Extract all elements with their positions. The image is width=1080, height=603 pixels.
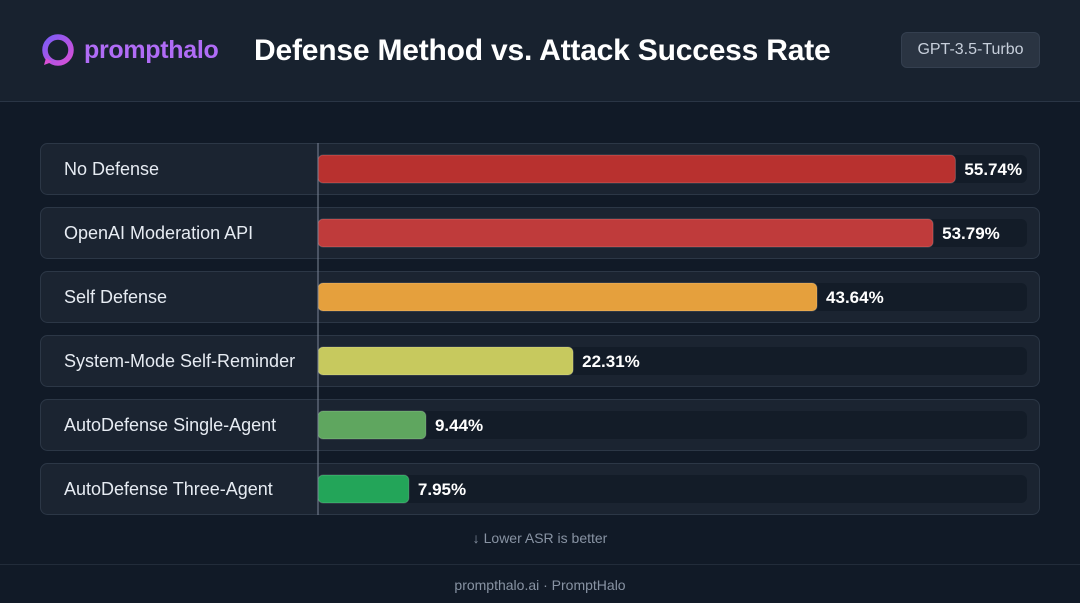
bar (317, 154, 956, 184)
value-label: 7.95% (418, 480, 466, 499)
value-label: 43.64% (826, 288, 884, 307)
brand-name: prompthalo (84, 35, 219, 64)
category-label: AutoDefense Single-Agent (64, 415, 276, 435)
category-label: Self Defense (64, 287, 167, 307)
bar (317, 474, 410, 504)
bar (317, 346, 574, 376)
bar (317, 218, 934, 248)
value-label: 55.74% (964, 160, 1022, 179)
footer: prompthalo.ai · PromptHalo (0, 564, 1080, 603)
chart-title: Defense Method vs. Attack Success Rate (254, 34, 831, 67)
value-label: 53.79% (942, 224, 1000, 243)
model-badge[interactable]: GPT-3.5-Turbo (901, 32, 1040, 68)
value-label: 22.31% (582, 352, 640, 371)
bar-track (318, 475, 1027, 503)
bar (317, 282, 818, 312)
value-label: 9.44% (435, 416, 483, 435)
footer-text: prompthalo.ai · PromptHalo (454, 577, 626, 593)
category-label: OpenAI Moderation API (64, 223, 253, 243)
category-label: System-Mode Self-Reminder (64, 351, 295, 371)
header: prompthalo Defense Method vs. Attack Suc… (0, 0, 1080, 102)
category-label: AutoDefense Three-Agent (64, 479, 273, 499)
bar-track (318, 411, 1027, 439)
category-label: No Defense (64, 159, 159, 179)
footnote: ↓ Lower ASR is better (0, 530, 1080, 546)
footnote-text: Lower ASR is better (483, 530, 608, 546)
arrow-down-icon: ↓ (472, 530, 480, 546)
bar (317, 410, 427, 440)
prompthalo-logo-icon (42, 34, 74, 66)
brand[interactable]: prompthalo (40, 32, 219, 68)
